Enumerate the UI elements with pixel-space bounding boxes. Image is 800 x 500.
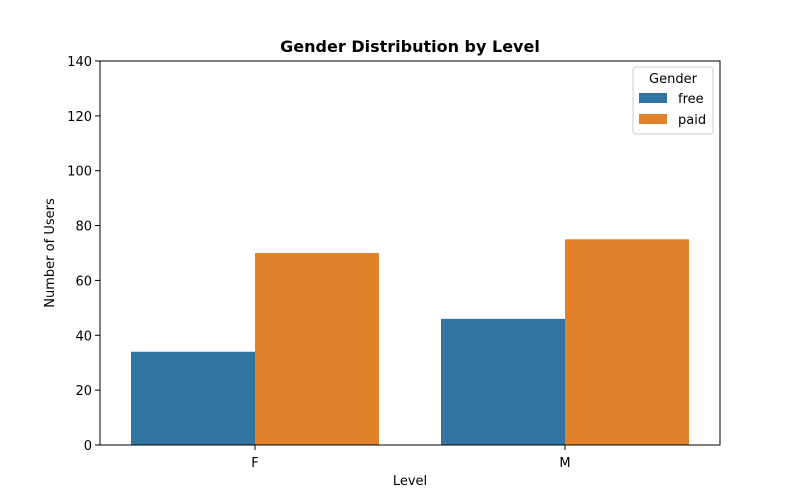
plot-frame — [99, 60, 721, 446]
y-axis-label: Number of Users — [43, 198, 58, 308]
legend-label-paid: paid — [678, 113, 706, 128]
x-axis-label: Level — [393, 474, 427, 489]
x-tick-label: M — [559, 456, 570, 471]
legend-entries: free paid — [639, 92, 706, 128]
legend-label-free: free — [678, 92, 704, 107]
legend-swatch-free — [639, 93, 667, 103]
legend: Gender free paid — [632, 66, 714, 135]
bar-free-M — [441, 318, 565, 445]
chart-title: Gender Distribution by Level — [280, 37, 540, 56]
legend-title: Gender — [649, 72, 698, 87]
plot-area — [99, 60, 721, 446]
y-tick-label: 140 — [67, 55, 92, 70]
y-tick-label: 20 — [75, 384, 92, 399]
bar-free-F — [131, 351, 255, 445]
y-axis: 0 20 40 60 80 100 120 140 — [67, 55, 100, 454]
y-tick-label: 40 — [75, 329, 92, 344]
y-tick-label: 0 — [84, 439, 92, 454]
bar-paid-F — [255, 253, 379, 445]
bars — [131, 239, 689, 445]
x-tick-label: F — [251, 456, 258, 471]
y-tick-label: 80 — [75, 220, 92, 235]
y-tick-label: 120 — [67, 110, 92, 125]
y-tick-label: 100 — [67, 165, 92, 180]
bar-paid-M — [565, 239, 689, 445]
legend-swatch-paid — [639, 114, 667, 124]
y-tick-label: 60 — [75, 274, 92, 289]
